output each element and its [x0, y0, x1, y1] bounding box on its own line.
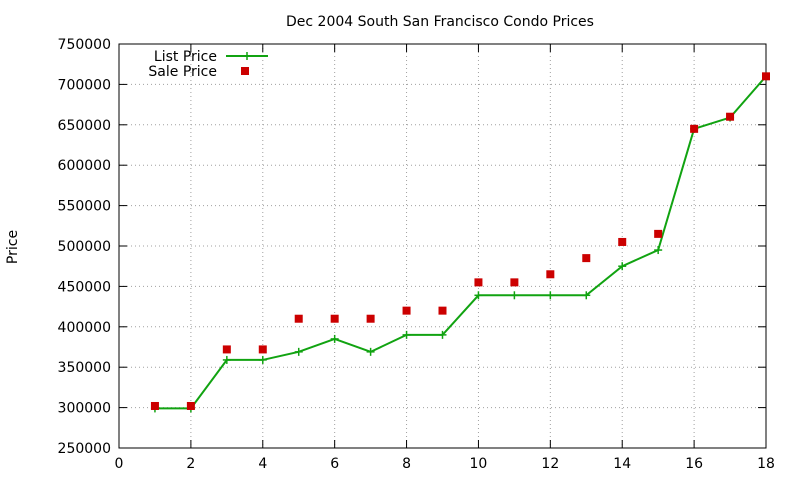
series-layer: [150, 72, 770, 413]
y-tick-label: 700000: [58, 77, 111, 93]
y-tick-label: 300000: [58, 401, 111, 417]
grid-lines: [119, 44, 766, 448]
legend-marker-sale-price: [241, 67, 249, 75]
y-tick-label: 750000: [58, 37, 111, 53]
sale-price-point: [294, 314, 303, 323]
sale-price-point: [690, 124, 699, 133]
y-tick-label: 400000: [58, 320, 111, 336]
list-price-point: [402, 330, 411, 339]
list-price-point: [294, 347, 303, 356]
legend-marker-list-price: [243, 52, 251, 60]
list-price-point: [654, 246, 663, 255]
list-price-point: [222, 355, 231, 364]
sale-price-point: [510, 278, 519, 287]
legend: List Price Sale Price: [148, 49, 268, 80]
y-tick-label: 450000: [58, 279, 111, 295]
sale-price-point: [546, 270, 555, 279]
list-price-point: [474, 291, 483, 300]
sale-price-point: [474, 278, 483, 287]
legend-label-sale-price: Sale Price: [148, 64, 217, 80]
y-tick-label: 350000: [58, 360, 111, 376]
x-tick-label: 2: [186, 456, 195, 472]
sale-price-point: [654, 229, 663, 238]
y-tick-label: 650000: [58, 118, 111, 134]
sale-price-point: [618, 237, 627, 246]
legend-label-list-price: List Price: [154, 49, 217, 65]
sale-price-point: [258, 345, 267, 354]
sale-price-point: [150, 401, 159, 410]
list-price-point: [330, 334, 339, 343]
y-tick-label: 250000: [58, 441, 111, 457]
list-price-point: [510, 291, 519, 300]
sale-price-point: [582, 254, 591, 263]
series-line-list-price: [154, 75, 767, 410]
sale-price-point: [330, 314, 339, 323]
x-tick-label: 0: [115, 456, 124, 472]
sale-price-point: [726, 112, 735, 121]
list-price-point: [618, 262, 627, 271]
legend-symbol-list-price: [226, 52, 268, 60]
sale-price-point: [762, 72, 770, 81]
x-tick-label: 10: [470, 456, 488, 472]
sale-price-point: [438, 306, 447, 315]
y-tick-label: 600000: [58, 158, 111, 174]
list-price-point: [258, 355, 267, 364]
chart-title: Dec 2004 South San Francisco Condo Price…: [286, 14, 594, 30]
plot-frame: [118, 43, 767, 449]
x-tick-label: 6: [330, 456, 339, 472]
list-price-point: [438, 330, 447, 339]
sale-price-point: [222, 345, 231, 354]
list-price-point: [366, 347, 375, 356]
sale-price-point: [366, 314, 375, 323]
x-tick-label: 14: [613, 456, 631, 472]
x-tick-label: 8: [402, 456, 411, 472]
sale-price-point: [186, 401, 195, 410]
list-price-point: [582, 291, 591, 300]
x-tick-label: 16: [685, 456, 703, 472]
sale-price-point: [402, 306, 411, 315]
list-price-point: [546, 291, 555, 300]
x-tick-label: 12: [541, 456, 559, 472]
x-tick-label: 4: [258, 456, 267, 472]
x-tick-label: 18: [757, 456, 775, 472]
y-tick-label: 500000: [58, 239, 111, 255]
y-tick-label: 550000: [58, 199, 111, 215]
y-axis-label: Price: [5, 230, 21, 264]
legend-symbol-sale-price: [241, 67, 249, 75]
axis-ticks: 250000 300000 350000 400000 450000 500000 5500…: [58, 37, 775, 472]
